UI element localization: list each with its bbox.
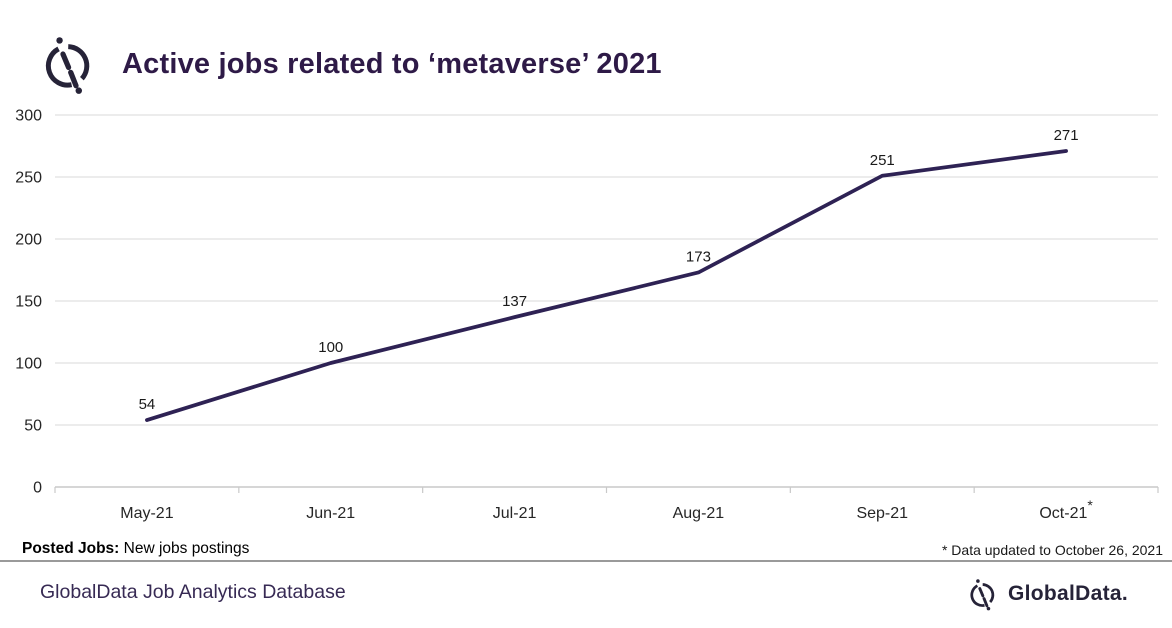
footer-brand-wordmark: GlobalData. — [1008, 582, 1128, 605]
svg-text:50: 50 — [24, 418, 42, 435]
svg-text:Aug-21: Aug-21 — [673, 505, 725, 522]
footer-source-text: GlobalData Job Analytics Database — [40, 581, 346, 603]
posted-jobs-label: Posted Jobs: — [22, 540, 120, 557]
x-axis-ticks — [54, 487, 1159, 493]
data-series — [145, 149, 1068, 422]
footer-divider — [0, 560, 1172, 562]
svg-text:300: 300 — [15, 108, 42, 125]
svg-text:Jun-21: Jun-21 — [306, 505, 355, 522]
x-axis-labels: May-21 Jun-21 Jul-21 Aug-21 Sep-21 Oct-21* — [120, 497, 1093, 522]
data-updated-note: * Data updated to October 26, 2021 — [941, 542, 1163, 558]
y-axis-labels: 0 50 100 150 200 250 300 — [15, 108, 42, 497]
svg-text:Oct-21*: Oct-21* — [1039, 497, 1093, 522]
data-line — [145, 149, 1068, 422]
svg-text:0: 0 — [33, 480, 42, 497]
gridlines — [55, 114, 1158, 488]
data-labels: 54 100 137 173 251 271 — [139, 127, 1079, 413]
svg-text:54: 54 — [139, 396, 156, 413]
svg-text:150: 150 — [15, 294, 42, 311]
svg-text:173: 173 — [686, 248, 711, 265]
svg-text:100: 100 — [15, 356, 42, 373]
svg-text:Sep-21: Sep-21 — [856, 505, 908, 522]
globaldata-logo-icon — [965, 577, 999, 611]
svg-text:100: 100 — [318, 339, 343, 356]
footer-brand: GlobalData. — [965, 575, 1128, 613]
svg-text:Jul-21: Jul-21 — [493, 505, 537, 522]
svg-text:May-21: May-21 — [120, 505, 173, 522]
svg-text:200: 200 — [15, 232, 42, 249]
svg-text:251: 251 — [870, 152, 895, 169]
svg-text:250: 250 — [15, 170, 42, 187]
posted-jobs-text: New jobs postings — [119, 540, 250, 557]
posted-jobs-footnote: Posted Jobs: New jobs postings — [22, 540, 249, 558]
page-title: Active jobs related to ‘metaverse’ 2021 — [122, 48, 662, 80]
svg-text:137: 137 — [502, 293, 527, 310]
svg-text:271: 271 — [1054, 127, 1079, 144]
